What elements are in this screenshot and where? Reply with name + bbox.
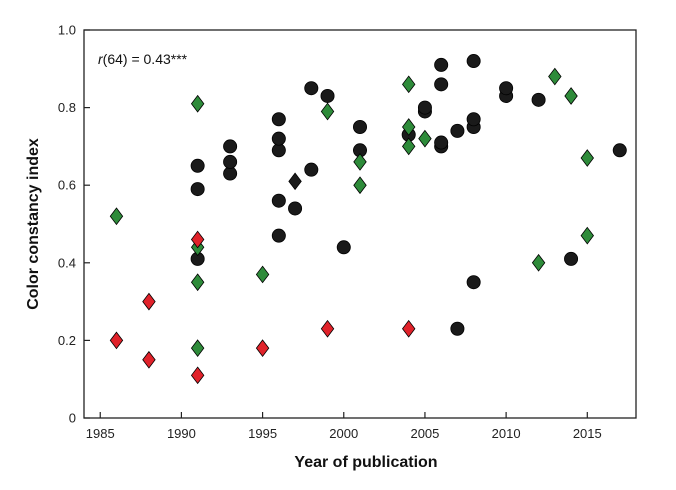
circle-point [466, 112, 481, 127]
circle-point [434, 135, 449, 150]
circle-point [417, 100, 432, 115]
x-tick-label: 1990 [167, 426, 196, 441]
circle-point [352, 120, 367, 135]
circle-point [320, 88, 335, 103]
y-tick-label: 0.8 [58, 100, 76, 115]
plot-frame [83, 29, 637, 419]
diamond-point [142, 292, 156, 311]
circle-point [466, 275, 481, 290]
diamond-point [255, 339, 270, 358]
y-tick-label: 0 [69, 411, 76, 426]
circle-point [271, 112, 286, 127]
axis-ticks: 1985 1990 1995 2000 2005 2010 2015 0 0.2 0.4 0.6 0.… [58, 23, 602, 442]
x-tick-label: 2010 [492, 426, 521, 441]
circle-point [271, 228, 286, 243]
circle-point [564, 251, 579, 266]
diamond-point [353, 153, 367, 171]
y-tick-label: 1.0 [58, 23, 76, 38]
y-tick-label: 0.2 [58, 333, 76, 348]
diamond-point [402, 75, 416, 94]
diamond-point [142, 350, 156, 369]
diamond-point [564, 87, 578, 105]
x-axis-title: Year of publication [294, 454, 437, 471]
diamond-point [190, 94, 205, 113]
circle-point [612, 143, 627, 158]
x-tick-label: 1995 [248, 426, 277, 441]
diamond-point [402, 319, 416, 338]
diamond-point [109, 207, 124, 226]
circle-point [223, 166, 238, 181]
circle-point [450, 321, 465, 336]
circle-point [434, 77, 449, 92]
diamond-point [190, 273, 205, 292]
circle-point [271, 193, 286, 208]
diamond-point [353, 176, 367, 195]
x-tick-label: 2000 [329, 426, 358, 441]
diamond-point [320, 319, 335, 338]
circle-point [336, 240, 351, 255]
circle-point [271, 131, 286, 146]
diamond-point [531, 253, 546, 272]
diamond-point [190, 230, 205, 249]
y-axis-title: Color constancy index [25, 138, 42, 310]
diamond-point [190, 366, 205, 385]
diamond-point [109, 331, 124, 350]
circle-point [223, 139, 238, 154]
diamond-point [580, 226, 594, 245]
circle-point [304, 162, 319, 177]
circle-point [450, 123, 465, 138]
diamond-point [320, 102, 335, 121]
x-tick-label: 2005 [410, 426, 439, 441]
data-points [109, 54, 627, 385]
y-tick-label: 0.4 [58, 255, 76, 270]
x-tick-label: 2015 [573, 426, 602, 441]
circle-point [190, 182, 205, 197]
correlation-value: (64) = 0.43*** [103, 51, 188, 67]
circle-point [531, 92, 546, 107]
diamond-point [418, 129, 432, 148]
circle-point [271, 143, 286, 158]
x-tick-label: 1985 [86, 426, 115, 441]
diamond-point [255, 265, 270, 284]
circle-point [190, 158, 205, 173]
circle-point [223, 154, 238, 169]
circle-point [499, 81, 514, 96]
circle-point [304, 81, 319, 96]
diamond-point [288, 172, 302, 191]
diamond-point [190, 339, 205, 358]
correlation-r-symbol: r [98, 51, 104, 67]
diamond-point [402, 137, 416, 156]
circle-point [434, 57, 449, 72]
y-tick-label: 0.6 [58, 178, 76, 193]
circle-point [466, 54, 481, 69]
diamond-point [548, 67, 562, 86]
circle-point [288, 201, 303, 216]
diamond-point [580, 149, 594, 167]
diamond-point [402, 118, 416, 136]
correlation-annotation: r(64) = 0.43*** [98, 51, 188, 67]
